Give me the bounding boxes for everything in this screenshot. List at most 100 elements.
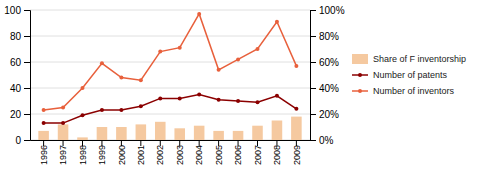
x-tick: 2000 <box>117 140 127 165</box>
x-tick: 2005 <box>214 140 224 165</box>
marker <box>256 47 260 51</box>
y-tick-mark <box>24 114 30 115</box>
marker <box>100 61 104 65</box>
bar <box>272 121 283 141</box>
x-tick-label: 2001 <box>136 145 146 165</box>
grid-line <box>30 88 310 89</box>
line <box>44 95 297 124</box>
y-tick: 80 <box>10 31 30 42</box>
legend-item: Number of inventors <box>352 86 455 96</box>
marker <box>139 78 143 82</box>
x-tick: 2002 <box>155 140 165 165</box>
marker <box>236 57 240 61</box>
line-series <box>42 12 299 112</box>
bar <box>174 128 185 140</box>
y2-tick-label: 80% <box>319 31 339 42</box>
bar <box>38 131 49 140</box>
marker <box>294 64 298 68</box>
y-tick-label: 20 <box>10 109 22 120</box>
x-tick-label: 2005 <box>214 145 224 165</box>
chart: 1996 1997 1998 1999 2000 2001 2002 2003 2004 2005… <box>0 0 500 174</box>
line <box>44 14 297 110</box>
grid-line <box>30 62 310 63</box>
axis-line <box>31 140 311 141</box>
y2-tick: 100% <box>310 5 345 16</box>
axis-line <box>311 11 317 141</box>
y2-tick-label: 100% <box>319 5 345 16</box>
x-tick: 2008 <box>272 140 282 165</box>
marker <box>158 50 162 54</box>
y2-tick: 60% <box>310 57 339 68</box>
x-tick-label: 1996 <box>39 145 49 165</box>
bar <box>252 126 263 140</box>
line-series <box>42 93 299 126</box>
marker <box>81 113 85 117</box>
x-tick-label: 2007 <box>253 145 263 165</box>
x-tick-label: 2000 <box>117 145 127 165</box>
marker <box>178 46 182 50</box>
y-tick: 0 <box>15 135 30 146</box>
legend-label: Number of inventors <box>373 86 455 96</box>
x-tick: 1997 <box>58 140 68 165</box>
y-tick: 20 <box>10 109 30 120</box>
x-tick: 2001 <box>136 140 146 165</box>
x-tick: 2009 <box>292 140 302 165</box>
y2-axis: 0%20%40%60%80%100% <box>310 5 345 146</box>
legend-label: Share of F inventorship <box>373 54 466 64</box>
legend-marker <box>358 73 362 77</box>
bar <box>233 131 244 140</box>
bar <box>155 122 166 140</box>
legend: Share of F inventorship Number of patents… <box>352 54 466 96</box>
y-tick: 60 <box>10 57 30 68</box>
bar <box>58 124 69 140</box>
y2-tick-mark <box>310 10 316 11</box>
marker <box>119 108 123 112</box>
x-tick: 1999 <box>97 140 107 165</box>
bar <box>116 127 127 140</box>
marker <box>256 100 260 104</box>
y-tick-label: 80 <box>10 31 22 42</box>
y-tick-label: 0 <box>15 135 21 146</box>
marker <box>100 108 104 112</box>
marker <box>197 12 201 16</box>
marker <box>217 68 221 72</box>
x-tick-label: 2006 <box>233 145 243 165</box>
x-tick-label: 2003 <box>175 145 185 165</box>
legend-swatch <box>352 54 368 64</box>
legend-item: Number of patents <box>352 70 448 80</box>
y2-tick-mark <box>310 88 316 89</box>
y-tick-label: 100 <box>4 5 21 16</box>
bar <box>77 137 88 140</box>
y2-tick-mark <box>310 114 316 115</box>
marker <box>61 106 65 110</box>
y-tick-label: 60 <box>10 57 22 68</box>
y2-tick-mark <box>310 36 316 37</box>
y2-tick: 80% <box>310 31 339 42</box>
y2-tick: 0% <box>310 135 334 146</box>
marker <box>81 86 85 90</box>
x-tick-label: 2008 <box>272 145 282 165</box>
y-tick-mark <box>24 140 30 141</box>
y2-tick-mark <box>310 140 316 141</box>
x-tick-label: 2004 <box>194 145 204 165</box>
bar <box>213 131 224 140</box>
bar-series <box>38 117 301 140</box>
x-tick: 1996 <box>39 140 49 165</box>
marker <box>61 121 65 125</box>
x-tick-label: 1999 <box>97 145 107 165</box>
marker <box>275 94 279 98</box>
marker <box>119 76 123 80</box>
marker <box>139 104 143 108</box>
y-axis: 020406080100 <box>4 5 30 146</box>
bar <box>291 117 302 140</box>
bar <box>97 127 108 140</box>
x-tick: 2004 <box>194 140 204 165</box>
y-tick-mark <box>24 62 30 63</box>
x-tick-label: 2002 <box>155 145 165 165</box>
x-axis: 1996 1997 1998 1999 2000 2001 2002 2003 2004 2005… <box>31 140 311 165</box>
x-tick: 2006 <box>233 140 243 165</box>
marker <box>42 108 46 112</box>
x-tick-label: 1998 <box>78 145 88 165</box>
marker <box>178 96 182 100</box>
y-tick: 100 <box>4 5 30 16</box>
